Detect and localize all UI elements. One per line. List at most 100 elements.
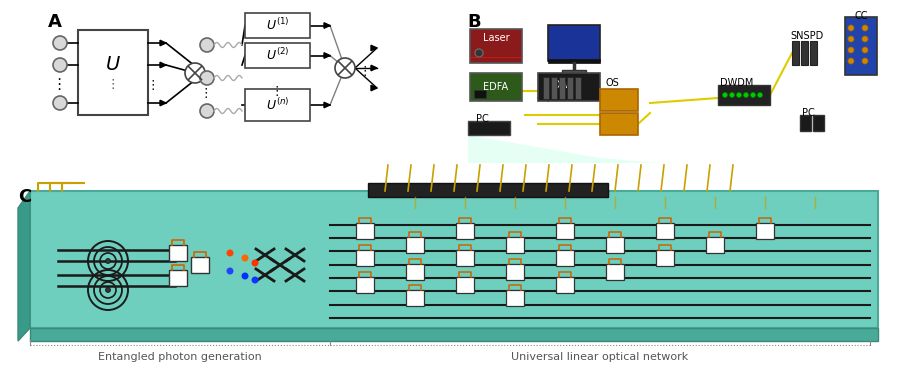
- Text: ⋮: ⋮: [147, 79, 159, 92]
- Circle shape: [200, 104, 214, 118]
- FancyBboxPatch shape: [800, 115, 811, 131]
- Circle shape: [730, 93, 734, 98]
- FancyBboxPatch shape: [191, 257, 209, 273]
- FancyBboxPatch shape: [468, 121, 510, 135]
- Circle shape: [227, 249, 233, 257]
- FancyBboxPatch shape: [801, 41, 808, 65]
- Polygon shape: [324, 53, 330, 58]
- FancyBboxPatch shape: [606, 264, 624, 280]
- FancyBboxPatch shape: [556, 250, 574, 266]
- FancyBboxPatch shape: [356, 223, 374, 239]
- Text: C: C: [18, 188, 32, 206]
- Circle shape: [185, 63, 205, 83]
- Circle shape: [736, 93, 742, 98]
- Circle shape: [53, 36, 67, 50]
- Text: Universal linear optical network: Universal linear optical network: [511, 352, 688, 362]
- FancyBboxPatch shape: [506, 264, 524, 280]
- Text: $U^{(1)}$: $U^{(1)}$: [266, 18, 289, 33]
- FancyBboxPatch shape: [406, 237, 424, 253]
- Polygon shape: [324, 102, 330, 108]
- FancyBboxPatch shape: [567, 77, 573, 99]
- FancyBboxPatch shape: [718, 85, 770, 105]
- FancyBboxPatch shape: [245, 89, 310, 121]
- Polygon shape: [160, 40, 166, 46]
- Polygon shape: [468, 135, 660, 163]
- Circle shape: [743, 93, 749, 98]
- Circle shape: [200, 38, 214, 52]
- Text: $U$: $U$: [105, 55, 121, 74]
- Text: A: A: [48, 13, 62, 31]
- Circle shape: [53, 96, 67, 110]
- Polygon shape: [160, 62, 166, 68]
- Polygon shape: [371, 65, 377, 71]
- FancyBboxPatch shape: [792, 41, 799, 65]
- Text: ⋮: ⋮: [107, 78, 119, 91]
- Circle shape: [848, 58, 854, 64]
- Circle shape: [241, 254, 248, 262]
- Circle shape: [475, 49, 483, 57]
- Circle shape: [848, 47, 854, 53]
- Circle shape: [105, 288, 111, 293]
- FancyBboxPatch shape: [78, 30, 148, 115]
- FancyBboxPatch shape: [606, 237, 624, 253]
- Circle shape: [758, 93, 762, 98]
- FancyBboxPatch shape: [706, 237, 724, 253]
- Polygon shape: [18, 191, 30, 341]
- FancyBboxPatch shape: [556, 277, 574, 293]
- Polygon shape: [30, 191, 878, 328]
- Text: DWDM: DWDM: [720, 78, 753, 88]
- FancyBboxPatch shape: [356, 250, 374, 266]
- FancyBboxPatch shape: [600, 113, 638, 135]
- Circle shape: [251, 260, 258, 267]
- FancyBboxPatch shape: [356, 277, 374, 293]
- FancyBboxPatch shape: [548, 59, 600, 63]
- FancyBboxPatch shape: [548, 25, 600, 61]
- FancyBboxPatch shape: [556, 223, 574, 239]
- Circle shape: [335, 58, 355, 78]
- Circle shape: [751, 93, 755, 98]
- FancyBboxPatch shape: [559, 77, 565, 99]
- Text: PC: PC: [802, 108, 814, 118]
- FancyBboxPatch shape: [575, 77, 581, 99]
- Circle shape: [105, 259, 111, 264]
- Text: ⋮: ⋮: [51, 77, 67, 93]
- Text: Laser: Laser: [482, 33, 509, 43]
- Text: Entangled photon generation: Entangled photon generation: [98, 352, 262, 362]
- FancyBboxPatch shape: [656, 223, 674, 239]
- FancyBboxPatch shape: [245, 13, 310, 38]
- Text: $U^{(2)}$: $U^{(2)}$: [266, 47, 289, 64]
- FancyBboxPatch shape: [470, 73, 522, 101]
- FancyBboxPatch shape: [456, 223, 474, 239]
- FancyBboxPatch shape: [406, 290, 424, 306]
- FancyBboxPatch shape: [456, 250, 474, 266]
- FancyBboxPatch shape: [845, 17, 877, 75]
- Circle shape: [53, 58, 67, 72]
- FancyBboxPatch shape: [756, 223, 774, 239]
- Text: SNSPD: SNSPD: [790, 31, 824, 41]
- FancyBboxPatch shape: [810, 41, 817, 65]
- FancyBboxPatch shape: [368, 183, 608, 197]
- FancyBboxPatch shape: [562, 70, 586, 75]
- FancyBboxPatch shape: [656, 250, 674, 266]
- FancyBboxPatch shape: [506, 290, 524, 306]
- Text: DAC: DAC: [553, 80, 574, 90]
- FancyBboxPatch shape: [543, 77, 549, 99]
- FancyBboxPatch shape: [470, 29, 522, 63]
- Polygon shape: [324, 23, 330, 28]
- Text: ⋮: ⋮: [359, 64, 371, 77]
- Text: EDFA: EDFA: [483, 82, 508, 92]
- Polygon shape: [30, 328, 878, 341]
- FancyBboxPatch shape: [538, 73, 600, 101]
- Circle shape: [862, 58, 868, 64]
- Polygon shape: [160, 100, 166, 106]
- Circle shape: [848, 36, 854, 42]
- Circle shape: [723, 93, 727, 98]
- Text: ⋮: ⋮: [271, 85, 284, 98]
- Text: OS: OS: [606, 78, 620, 88]
- Circle shape: [862, 36, 868, 42]
- Circle shape: [241, 272, 248, 280]
- Text: $U^{(n)}$: $U^{(n)}$: [266, 97, 289, 113]
- Circle shape: [862, 25, 868, 31]
- FancyBboxPatch shape: [551, 77, 557, 99]
- Circle shape: [251, 277, 258, 283]
